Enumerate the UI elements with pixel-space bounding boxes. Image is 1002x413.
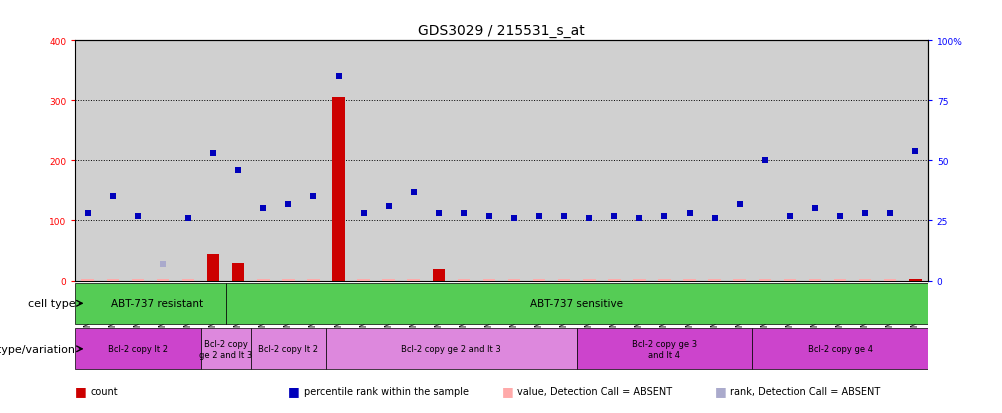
Bar [357, 279, 370, 281]
Text: Bcl-2 copy ge 4: Bcl-2 copy ge 4 [807, 344, 872, 354]
Bar [752, 329, 927, 369]
Bar [231, 263, 244, 281]
Bar [576, 329, 752, 369]
Bar [200, 329, 250, 369]
Text: cell type: cell type [28, 299, 75, 309]
Text: Bcl-2 copy ge 3
and lt 4: Bcl-2 copy ge 3 and lt 4 [631, 339, 696, 358]
Text: value, Detection Call = ABSENT: value, Detection Call = ABSENT [516, 386, 671, 396]
Bar [307, 279, 320, 281]
Bar [206, 254, 219, 281]
Text: Bcl-2 copy ge 2 and lt 3: Bcl-2 copy ge 2 and lt 3 [401, 344, 501, 354]
Text: ABT-737 resistant: ABT-737 resistant [110, 299, 202, 309]
Bar [682, 279, 695, 281]
Bar [607, 279, 620, 281]
Bar [883, 279, 896, 281]
Bar [257, 279, 270, 281]
Bar [181, 279, 194, 281]
Bar [75, 329, 200, 369]
Bar [507, 279, 520, 281]
Bar [858, 279, 871, 281]
Text: ■: ■ [713, 384, 725, 397]
Text: ■: ■ [501, 384, 513, 397]
Bar [758, 279, 771, 281]
Bar [833, 279, 846, 281]
Bar [332, 98, 345, 281]
Text: Bcl-2 copy
ge 2 and lt 3: Bcl-2 copy ge 2 and lt 3 [198, 339, 253, 358]
Bar [783, 279, 796, 281]
Bar [382, 279, 395, 281]
Bar [131, 279, 144, 281]
Bar [225, 283, 927, 324]
Text: genotype/variation: genotype/variation [0, 344, 75, 354]
Bar [657, 279, 670, 281]
Bar [81, 279, 94, 281]
Bar [106, 279, 119, 281]
Bar [75, 283, 225, 324]
Bar [407, 279, 420, 281]
Bar [732, 279, 745, 281]
Bar [632, 279, 645, 281]
Text: ■: ■ [75, 384, 87, 397]
Text: percentile rank within the sample: percentile rank within the sample [304, 386, 468, 396]
Text: count: count [90, 386, 118, 396]
Bar [156, 279, 169, 281]
Text: ■: ■ [289, 384, 300, 397]
Text: Bcl-2 copy lt 2: Bcl-2 copy lt 2 [259, 344, 318, 354]
Bar [582, 279, 595, 281]
Bar [908, 279, 921, 281]
Text: rank, Detection Call = ABSENT: rank, Detection Call = ABSENT [729, 386, 880, 396]
Bar [250, 329, 326, 369]
Text: Bcl-2 copy lt 2: Bcl-2 copy lt 2 [108, 344, 167, 354]
Bar [282, 279, 295, 281]
Title: GDS3029 / 215531_s_at: GDS3029 / 215531_s_at [418, 24, 584, 38]
Bar [707, 279, 720, 281]
Bar [557, 279, 570, 281]
Text: ABT-737 sensitive: ABT-737 sensitive [530, 299, 622, 309]
Bar [326, 329, 576, 369]
Bar [432, 269, 445, 281]
Bar [808, 279, 821, 281]
Bar [532, 279, 545, 281]
Bar [457, 279, 470, 281]
Bar [482, 279, 495, 281]
